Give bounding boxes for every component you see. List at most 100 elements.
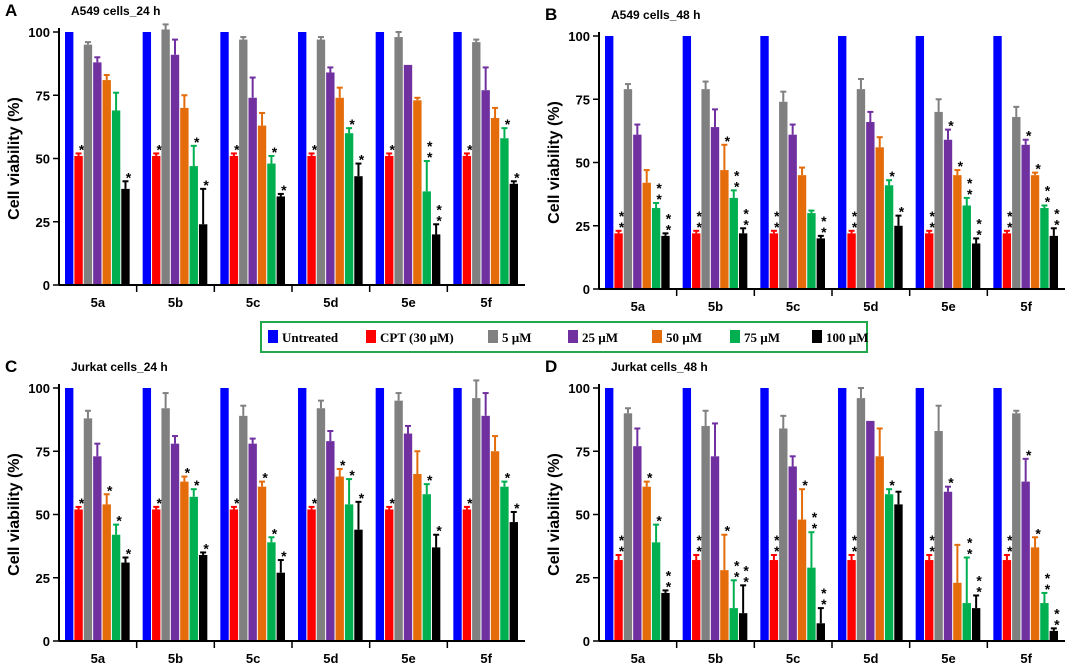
bar: [413, 474, 422, 641]
significance-star: *: [107, 482, 113, 498]
significance-star: *: [467, 141, 473, 157]
y-tick-label: 75: [576, 92, 590, 107]
bar: [453, 388, 462, 641]
bar: [220, 32, 229, 285]
significance-star: *: [436, 212, 442, 228]
panel-letter: C: [5, 357, 17, 376]
x-tick-label: 5e: [401, 651, 415, 665]
significance-star: *: [666, 578, 672, 594]
bar: [229, 155, 239, 285]
y-tick-label: 100: [28, 25, 50, 40]
bar: [239, 415, 248, 641]
legend-label: 5 µM: [502, 330, 532, 345]
significance-star: *: [821, 596, 827, 612]
bar: [276, 196, 285, 285]
bar: [1030, 175, 1040, 289]
bar: [701, 89, 710, 289]
panel-letter: A: [5, 1, 17, 20]
significance-star: *: [697, 208, 703, 224]
bar: [692, 560, 701, 641]
significance-star: *: [619, 532, 625, 548]
bar: [729, 197, 738, 289]
y-tick-label: 0: [583, 282, 590, 297]
x-tick-label: 5d: [323, 651, 338, 665]
significance-star: *: [1054, 616, 1060, 632]
bar: [93, 62, 102, 285]
y-tick-label: 100: [568, 29, 590, 44]
bar: [962, 603, 971, 641]
significance-star: *: [1045, 194, 1051, 210]
bar: [509, 522, 518, 641]
significance-star: *: [1007, 543, 1013, 559]
bar: [198, 554, 208, 641]
bar: [490, 118, 500, 286]
x-tick-label: 5f: [480, 295, 492, 310]
significance-star: *: [774, 219, 780, 235]
bar: [682, 36, 692, 289]
bar: [633, 134, 642, 289]
bar: [335, 476, 344, 641]
legend-label: 100 µM: [826, 330, 869, 345]
legend-swatch: [568, 330, 578, 343]
y-tick-label: 25: [576, 571, 590, 586]
bar: [729, 608, 738, 641]
x-tick-label: 5a: [91, 651, 106, 665]
bar: [267, 163, 276, 285]
bar: [692, 233, 701, 289]
significance-star: *: [1054, 205, 1060, 221]
significance-star: *: [1035, 161, 1041, 177]
bar: [316, 408, 326, 641]
bar: [993, 36, 1002, 289]
legend-box: [260, 321, 868, 353]
significance-star: *: [647, 470, 653, 486]
bar: [307, 155, 316, 285]
significance-star: *: [958, 158, 964, 174]
x-tick-label: 5f: [1020, 299, 1032, 314]
bar: [661, 235, 670, 289]
x-tick-label: 5c: [786, 651, 800, 665]
x-tick-label: 5e: [401, 295, 415, 310]
bar: [74, 509, 83, 641]
significance-star: *: [185, 465, 191, 481]
chart-title: Jurkat cells_48 h: [611, 360, 708, 374]
significance-star: *: [656, 180, 662, 196]
significance-star: *: [340, 457, 346, 473]
bar: [161, 29, 170, 285]
bar: [344, 133, 354, 285]
significance-star: *: [967, 175, 973, 191]
bar: [779, 101, 788, 289]
significance-star: *: [697, 543, 703, 559]
bar: [431, 547, 441, 641]
significance-star: *: [852, 532, 858, 548]
bar: [1012, 413, 1021, 641]
significance-star: *: [619, 219, 625, 235]
bar: [472, 42, 481, 286]
bar: [403, 433, 413, 641]
significance-star: *: [1045, 581, 1051, 597]
significance-star: *: [349, 116, 355, 132]
x-tick-label: 5a: [631, 651, 646, 665]
significance-star: *: [976, 226, 982, 242]
bar: [738, 613, 748, 641]
bar: [701, 425, 710, 641]
panel-c: C Jurkat cells_24 h Cell viability (%) 0 25 5…: [5, 357, 525, 665]
bar: [797, 175, 807, 289]
significance-star: *: [852, 219, 858, 235]
bar: [779, 428, 788, 641]
bar: [385, 155, 394, 285]
bar: [152, 509, 161, 641]
legend-swatch: [812, 330, 822, 343]
bar: [307, 509, 316, 641]
bar: [413, 100, 422, 285]
significance-star: *: [234, 495, 240, 511]
y-tick-label: 75: [36, 88, 50, 103]
significance-star: *: [272, 144, 278, 160]
bar: [472, 398, 481, 641]
y-tick-label: 25: [576, 219, 590, 234]
legend-label: 50 µM: [666, 330, 702, 345]
chart-title: A549 cells_24 h: [71, 4, 160, 18]
bar: [915, 388, 925, 641]
significance-star: *: [967, 186, 973, 202]
panel-letter: D: [545, 357, 557, 376]
significance-star: *: [734, 178, 740, 194]
